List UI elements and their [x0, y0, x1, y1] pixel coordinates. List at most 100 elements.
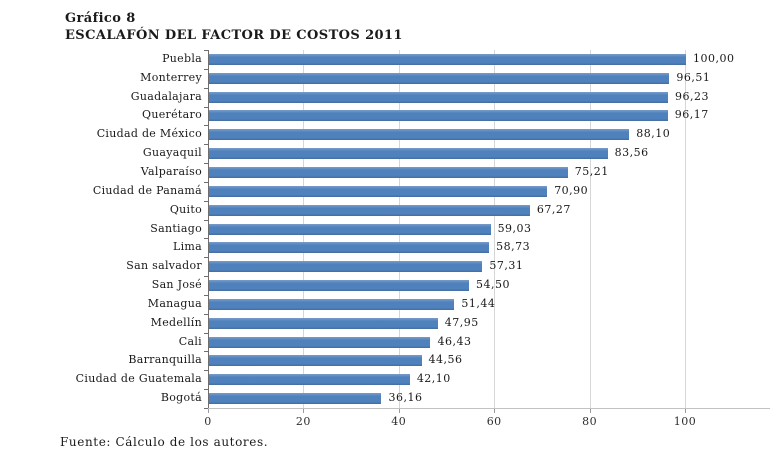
- value-label: 96,23: [675, 89, 710, 103]
- chart-title: ESCALAFÓN DEL FACTOR DE COSTOS 2011: [65, 28, 403, 43]
- x-axis-tick-label: 20: [295, 415, 311, 428]
- gridline: [494, 50, 496, 408]
- value-label: 83,56: [614, 146, 649, 160]
- gridline: [589, 50, 591, 408]
- value-label: 42,10: [416, 372, 451, 386]
- bar: [209, 317, 438, 329]
- bar: [209, 280, 469, 292]
- value-label: 36,16: [388, 391, 423, 405]
- bar: [209, 223, 491, 235]
- x-axis-tick-label: 100: [673, 415, 697, 428]
- bar: [209, 374, 410, 386]
- value-label: 44,56: [428, 353, 463, 367]
- bar: [209, 204, 530, 216]
- category-axis-tick: [204, 200, 208, 202]
- bar: [209, 148, 608, 160]
- source-note: Fuente: Cálculo de los autores.: [60, 435, 269, 449]
- bar: [209, 336, 431, 348]
- value-label: 70,90: [554, 183, 589, 197]
- figure-number: Gráfico 8: [65, 11, 136, 26]
- gridline: [685, 50, 686, 408]
- category-axis-tick: [204, 125, 208, 127]
- value-axis-tick: [303, 409, 305, 413]
- value-axis-tick: [685, 409, 686, 413]
- category-label: Valparaíso: [140, 164, 202, 178]
- value-label: 46,43: [437, 334, 472, 348]
- category-axis-tick: [204, 163, 208, 165]
- x-axis-tick-label: 0: [204, 415, 212, 428]
- value-axis-tick: [398, 409, 400, 413]
- value-axis-tick: [494, 409, 496, 413]
- category-axis-tick: [204, 68, 208, 70]
- bar: [209, 129, 630, 141]
- value-label: 51,44: [461, 296, 496, 310]
- category-label: Medellín: [150, 315, 202, 329]
- category-label: Lima: [172, 240, 202, 254]
- bar: [209, 91, 669, 103]
- category-axis-tick: [204, 294, 208, 296]
- value-axis-tick: [589, 409, 591, 413]
- bar: [209, 298, 455, 310]
- value-axis-tick: [208, 409, 209, 413]
- value-label: 57,31: [489, 259, 524, 273]
- x-axis-tick-label: 80: [582, 415, 598, 428]
- category-axis-tick: [204, 219, 208, 221]
- x-axis-tick-label: 40: [391, 415, 407, 428]
- category-label: Guadalajara: [130, 89, 202, 103]
- value-label: 100,00: [693, 51, 735, 65]
- value-label: 54,50: [475, 278, 510, 292]
- category-axis-tick: [204, 238, 208, 240]
- category-label: Bogotá: [160, 391, 202, 405]
- category-axis-tick: [204, 351, 208, 353]
- category-axis-tick: [204, 276, 208, 278]
- category-axis-line: [208, 50, 209, 408]
- category-label: Querétaro: [142, 108, 202, 122]
- value-label: 59,03: [497, 221, 532, 235]
- category-label: Santiago: [150, 221, 202, 235]
- category-label: Managua: [147, 296, 202, 310]
- value-label: 47,95: [444, 315, 479, 329]
- bar: [209, 53, 686, 65]
- category-axis-tick: [204, 257, 208, 259]
- category-axis-tick: [204, 408, 208, 409]
- category-axis-tick: [204, 389, 208, 391]
- category-axis-tick: [204, 181, 208, 183]
- category-axis-tick: [204, 144, 208, 146]
- bar: [209, 166, 568, 178]
- bar: [209, 393, 382, 405]
- category-axis-tick: [204, 87, 208, 89]
- bar: [209, 355, 422, 367]
- category-label: Guayaquil: [142, 146, 202, 160]
- category-label: Ciudad de Guatemala: [75, 372, 202, 386]
- category-label: Cali: [178, 334, 202, 348]
- value-label: 96,17: [674, 108, 709, 122]
- category-label: Puebla: [162, 51, 202, 65]
- category-axis-tick: [204, 332, 208, 334]
- category-axis-tick: [204, 106, 208, 108]
- category-label: Ciudad de Panamá: [92, 183, 202, 197]
- value-label: 96,51: [676, 70, 711, 84]
- category-label: Monterrey: [140, 70, 202, 84]
- chart-title-block: Gráfico 8 ESCALAFÓN DEL FACTOR DE COSTOS…: [65, 10, 403, 44]
- category-label: Ciudad de México: [96, 127, 202, 141]
- category-label: San salvador: [126, 259, 202, 273]
- bar: [209, 185, 548, 197]
- bar: [209, 242, 490, 254]
- category-label: Quito: [169, 202, 202, 216]
- bar: [209, 261, 483, 273]
- category-label: San José: [151, 278, 202, 292]
- category-axis-tick: [204, 313, 208, 315]
- x-axis-tick-label: 60: [486, 415, 502, 428]
- category-axis-tick: [204, 50, 208, 51]
- bar: [209, 110, 668, 122]
- bar: [209, 72, 670, 84]
- value-label: 88,10: [636, 127, 671, 141]
- category-axis-tick: [204, 370, 208, 372]
- category-label: Barranquilla: [128, 353, 202, 367]
- value-axis-line: [208, 408, 770, 409]
- value-label: 67,27: [536, 202, 571, 216]
- value-label: 75,21: [574, 164, 609, 178]
- value-label: 58,73: [496, 240, 531, 254]
